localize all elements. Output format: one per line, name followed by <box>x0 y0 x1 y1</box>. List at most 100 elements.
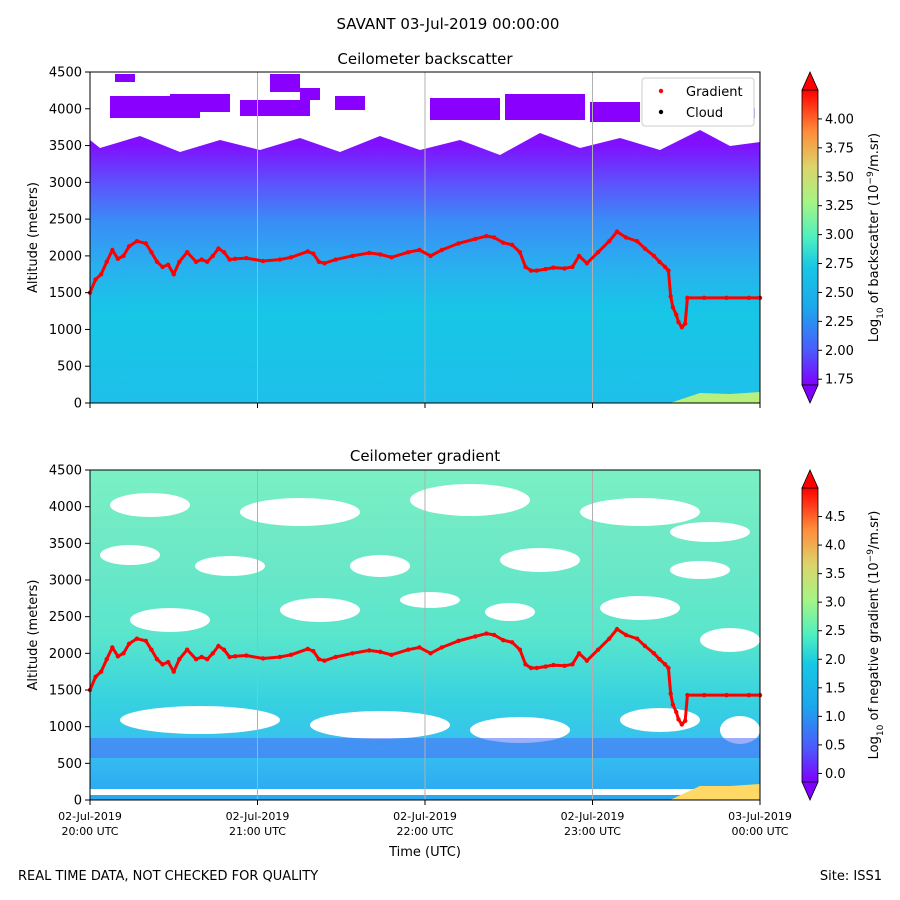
gradient-gap <box>120 706 280 734</box>
y-tick-label: 0 <box>74 397 82 412</box>
y-axis-label: Altitude (meters) <box>26 580 41 691</box>
colorbar-label-part: −9 <box>866 549 876 563</box>
legend-label: Gradient <box>686 85 743 100</box>
gradient-gap <box>720 716 760 744</box>
y-tick-label: 0 <box>74 794 82 809</box>
y-tick-label: 4000 <box>49 102 82 117</box>
backscatter-noise-patch <box>115 74 135 82</box>
backscatter-noise-patch <box>430 98 500 120</box>
backscatter-noise-patch <box>240 100 310 116</box>
backscatter-noise-patch <box>590 102 640 122</box>
colorbar-extend-top <box>801 71 819 91</box>
y-tick-label: 1500 <box>49 286 82 301</box>
gradient-series <box>87 229 763 330</box>
gradient-gap <box>580 498 700 526</box>
y-tick-label: 500 <box>57 757 82 772</box>
backscatter-noise-patch <box>505 94 585 120</box>
x-tick-time: 00:00 UTC <box>731 825 788 838</box>
gradient-gap <box>485 603 535 621</box>
colorbar-tick-label: 3.5 <box>825 567 846 582</box>
y-tick-label: 2000 <box>49 647 82 662</box>
x-tick-date: 02-Jul-2019 <box>226 810 290 823</box>
gradient-gap <box>195 556 265 576</box>
x-tick-time: 20:00 UTC <box>61 825 118 838</box>
x-tick-time: 23:00 UTC <box>564 825 621 838</box>
gradient-gap <box>100 545 160 565</box>
colorbar-extend-bottom <box>801 781 819 801</box>
colorbar: 1.75 2.00 2.25 2.50 2.75 3.00 3.25 3.50 3.75 4.00… <box>801 71 886 404</box>
footer-site-label: Site: ISS1 <box>819 869 882 884</box>
colorbar-tick-label: 3.00 <box>825 228 854 243</box>
y-tick-label: 3000 <box>49 574 82 589</box>
y-tick-label: 1000 <box>49 323 82 338</box>
colorbar-tick-label: 0.0 <box>825 767 846 782</box>
gradient-gap <box>310 711 450 739</box>
figure-suptitle: SAVANT 03-Jul-2019 00:00:00 <box>337 15 560 33</box>
y-tick-label: 4500 <box>49 66 82 81</box>
x-tick-time: 21:00 UTC <box>229 825 286 838</box>
backscatter-noise-patch <box>335 96 365 110</box>
axes-overlays: 0 500 1000 1500 2000 2500 3000 3500 4000 4500 Alti… <box>26 66 886 839</box>
gradient-gap <box>130 608 210 632</box>
x-axis-label: Time (UTC) <box>388 845 461 860</box>
colorbar-tick-label: 1.75 <box>825 373 854 388</box>
x-tick-time: 22:00 UTC <box>396 825 453 838</box>
x-tick-date: 02-Jul-2019 <box>561 810 625 823</box>
colorbar-label-part: /m.sr) <box>867 133 882 171</box>
colorbar-tick-label: 2.75 <box>825 257 854 272</box>
gradient-trace <box>88 230 760 329</box>
y-tick-label: 500 <box>57 360 82 375</box>
y-tick-label: 2000 <box>49 249 82 264</box>
colorbar-tick-label: 3.75 <box>825 141 854 156</box>
colorbar-tick-label: 0.5 <box>825 738 846 753</box>
backscatter-noise-patch <box>270 74 300 92</box>
colorbar-tick-label: 3.50 <box>825 170 854 185</box>
colorbar-extend-top <box>801 469 819 489</box>
gradient-gap <box>700 628 760 652</box>
colorbar-tick-label: 1.5 <box>825 681 846 696</box>
gradient-gap <box>500 548 580 572</box>
colorbar-label-part: Log <box>867 319 882 342</box>
legend-box <box>641 77 755 127</box>
gradient-gap <box>280 598 360 622</box>
backscatter-title: Ceilometer backscatter <box>337 50 513 68</box>
colorbar-label-part: 10 <box>876 307 886 319</box>
legend-label: Cloud <box>686 106 723 121</box>
y-tick-label: 3500 <box>49 537 82 552</box>
colorbar-body <box>801 89 819 386</box>
legend-marker <box>658 88 664 94</box>
y-tick-label: 3000 <box>49 176 82 191</box>
legend: Gradient Cloud <box>641 77 755 127</box>
legend-marker <box>658 109 664 115</box>
colorbar-extend-bottom <box>801 384 819 404</box>
gradient-gap <box>470 717 570 743</box>
colorbar-label-part: /m.sr) <box>867 511 882 549</box>
colorbar-label: Log10 of negative gradient (10−9/m.sr) <box>866 511 886 760</box>
y-tick-label: 4500 <box>49 464 82 479</box>
gradient-title: Ceilometer gradient <box>350 447 500 465</box>
gradient-gap <box>400 592 460 608</box>
colorbar-tick-label: 4.00 <box>825 112 854 127</box>
colorbar-body <box>801 487 819 783</box>
colorbar-tick-label: 4.5 <box>825 510 846 525</box>
gradient-surface-corner <box>670 784 760 800</box>
y-tick-label: 2500 <box>49 610 82 625</box>
y-tick-label: 2500 <box>49 213 82 228</box>
y-tick-label: 3500 <box>49 139 82 154</box>
colorbar-tick-label: 3.0 <box>825 596 846 611</box>
colorbar-label-part: 10 <box>876 724 886 736</box>
colorbar-tick-label: 4.0 <box>825 539 846 554</box>
gradient-gap <box>350 555 410 577</box>
x-tick-date: 02-Jul-2019 <box>58 810 122 823</box>
gradient-trace <box>88 627 760 726</box>
x-tick-date: 02-Jul-2019 <box>393 810 457 823</box>
colorbar-tick-label: 2.0 <box>825 653 846 668</box>
colorbar-label-part: −9 <box>866 171 876 185</box>
footer-quality-note: REAL TIME DATA, NOT CHECKED FOR QUALITY <box>18 869 319 884</box>
colorbar-label-part: Log <box>867 736 882 759</box>
colorbar-tick-label: 2.5 <box>825 624 846 639</box>
gradient-gap <box>670 561 730 579</box>
gradient-gap <box>600 596 680 620</box>
colorbar-tick-label: 2.50 <box>825 286 854 301</box>
